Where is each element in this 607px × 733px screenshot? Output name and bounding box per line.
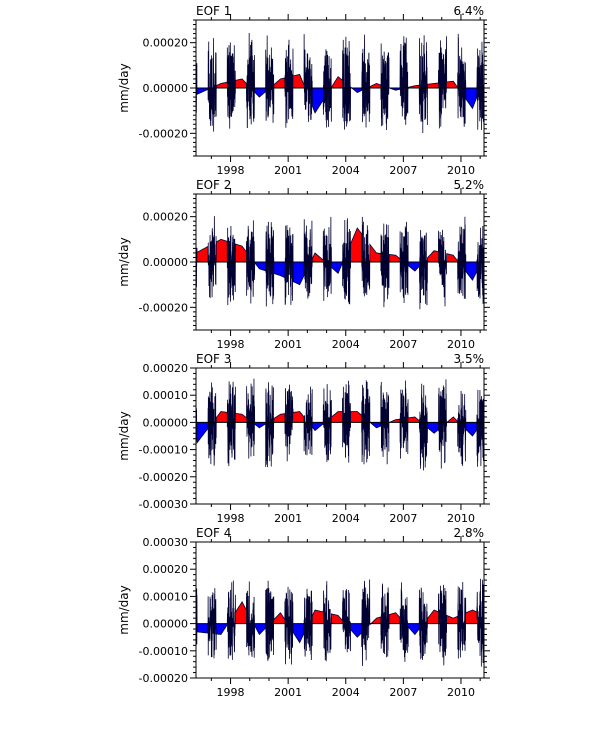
x-tick-label: 2010 <box>447 512 475 525</box>
x-tick-label: 2001 <box>274 512 302 525</box>
y-axis-label: mm/day <box>117 411 131 461</box>
eof-panel-4: 1998 2001 2004 2007 2010 -0.00020 -0.00010 0.00… <box>117 526 490 699</box>
y-tick-label: -0.00010 <box>139 645 188 658</box>
y-tick-label: 0.00020 <box>143 37 189 50</box>
positive-fill <box>196 578 484 624</box>
variance-label: 5.2% <box>454 178 485 192</box>
plot-area <box>196 216 484 310</box>
x-tick-label: 2004 <box>332 164 360 177</box>
y-tick-label: -0.00020 <box>139 471 188 484</box>
plot-area <box>196 378 484 471</box>
y-tick-label: -0.00010 <box>139 444 188 457</box>
eof-panel-1: 1998 2001 2004 2007 2010 -0.00020 0.00000 0.000… <box>117 4 490 177</box>
plot-area <box>196 33 484 133</box>
x-tick-label: 2007 <box>389 338 417 351</box>
series-line <box>196 216 484 310</box>
y-tick-label: -0.00020 <box>139 301 188 314</box>
y-tick-label: 0.00020 <box>143 211 189 224</box>
x-tick-label: 2010 <box>447 164 475 177</box>
positive-fill <box>196 216 484 262</box>
panel-title: EOF 4 <box>196 526 231 540</box>
variance-label: 6.4% <box>454 4 485 18</box>
y-tick-label: 0.00000 <box>143 82 189 95</box>
x-tick-label: 2004 <box>332 512 360 525</box>
x-tick-label: 2007 <box>389 686 417 699</box>
y-tick-label: 0.00020 <box>143 563 189 576</box>
y-tick-label: 0.00010 <box>143 389 189 402</box>
y-axis-label: mm/day <box>117 237 131 287</box>
y-tick-label: -0.00020 <box>139 127 188 140</box>
x-tick-label: 1998 <box>217 512 245 525</box>
eof-panel-3: 1998 2001 2004 2007 2010 -0.00030 -0.00020 -0.0… <box>117 352 490 525</box>
variance-label: 2.8% <box>454 526 485 540</box>
x-tick-label: 2001 <box>274 164 302 177</box>
y-tick-label: 0.00000 <box>143 618 189 631</box>
x-tick-label: 1998 <box>217 164 245 177</box>
x-tick-label: 2010 <box>447 338 475 351</box>
y-axis-label: mm/day <box>117 585 131 635</box>
y-axis-label: mm/day <box>117 63 131 113</box>
plot-frame <box>195 367 485 505</box>
y-tick-label: 0.00000 <box>143 416 189 429</box>
x-tick-label: 2007 <box>389 512 417 525</box>
y-tick-label: -0.00020 <box>139 672 188 685</box>
panel-title: EOF 3 <box>196 352 231 366</box>
eof-panel-2: 1998 2001 2004 2007 2010 -0.00020 0.00000 0.000… <box>117 178 490 351</box>
x-tick-label: 2004 <box>332 686 360 699</box>
x-tick-label: 2004 <box>332 338 360 351</box>
panel-title: EOF 2 <box>196 178 231 192</box>
x-tick-label: 2001 <box>274 338 302 351</box>
series-line <box>196 33 484 133</box>
x-tick-label: 1998 <box>217 686 245 699</box>
x-tick-label: 1998 <box>217 338 245 351</box>
y-tick-label: 0.00010 <box>143 590 189 603</box>
x-tick-label: 2010 <box>447 686 475 699</box>
y-tick-label: 0.00020 <box>143 362 189 375</box>
y-tick-label: 0.00000 <box>143 256 189 269</box>
x-tick-label: 2007 <box>389 164 417 177</box>
series-line <box>196 378 484 471</box>
panel-title: EOF 1 <box>196 4 231 18</box>
variance-label: 3.5% <box>454 352 485 366</box>
series-line <box>196 578 484 667</box>
plot-frame <box>195 541 485 679</box>
y-tick-label: -0.00030 <box>139 498 188 511</box>
x-tick-label: 2001 <box>274 686 302 699</box>
plot-area <box>196 578 484 667</box>
y-tick-label: 0.00030 <box>143 536 189 549</box>
